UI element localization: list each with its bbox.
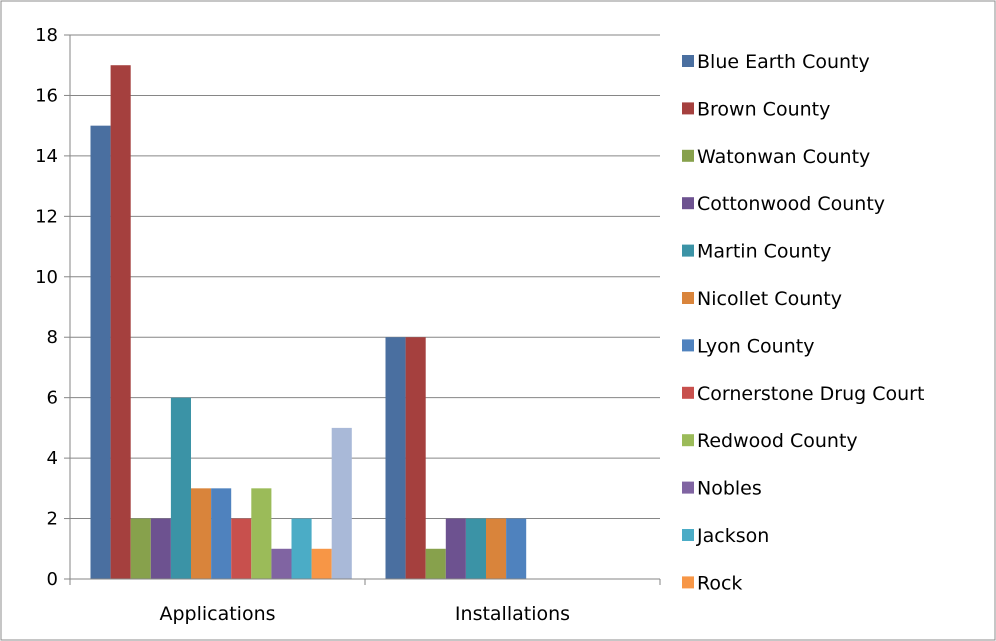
bar bbox=[251, 488, 272, 579]
legend-swatch bbox=[682, 481, 694, 494]
y-tick-label: 4 bbox=[47, 448, 58, 469]
legend-swatch bbox=[682, 55, 694, 67]
y-tick-label: 0 bbox=[47, 569, 58, 590]
legend-label: Cornerstone Drug Court bbox=[697, 383, 924, 405]
bar bbox=[211, 488, 232, 579]
x-tick-label: Installations bbox=[455, 603, 570, 625]
legend-swatch bbox=[682, 197, 694, 210]
legend-swatch bbox=[682, 244, 694, 257]
bar bbox=[231, 518, 252, 579]
bar bbox=[130, 518, 151, 579]
legend: Blue Earth County Brown County Watonwan Co… bbox=[682, 51, 924, 594]
legend-swatch bbox=[682, 529, 694, 541]
bar bbox=[331, 427, 352, 579]
y-tick-label: 16 bbox=[35, 85, 58, 106]
y-tick-label: 10 bbox=[35, 267, 58, 288]
legend-swatch bbox=[682, 149, 694, 162]
legend-label: Nicollet County bbox=[697, 288, 842, 310]
legend-swatch bbox=[682, 386, 694, 399]
y-tick-label: 12 bbox=[35, 206, 58, 227]
legend-label: Blue Earth County bbox=[697, 51, 870, 73]
y-tick-label: 14 bbox=[35, 146, 58, 167]
legend-label: Redwood County bbox=[697, 430, 858, 452]
y-tick-label: 18 bbox=[35, 25, 58, 46]
bar bbox=[385, 337, 406, 579]
y-tick-label: 2 bbox=[47, 509, 58, 530]
y-tick-label: 6 bbox=[47, 388, 58, 409]
bar bbox=[110, 65, 131, 579]
bar bbox=[506, 518, 527, 579]
bar bbox=[405, 337, 426, 579]
bar bbox=[271, 548, 292, 579]
x-tick-label: Applications bbox=[159, 603, 275, 625]
legend-swatch bbox=[682, 292, 694, 304]
legend-label: Cottonwood County bbox=[697, 193, 885, 215]
legend-label: Martin County bbox=[697, 241, 831, 263]
bar bbox=[90, 125, 111, 580]
legend-label: Jackson bbox=[696, 525, 769, 547]
axes bbox=[64, 34, 661, 585]
legend-label: Rock bbox=[697, 572, 742, 594]
bar bbox=[191, 488, 212, 579]
bar bbox=[465, 518, 486, 579]
legend-label: Brown County bbox=[697, 98, 830, 120]
x-tick-labels: Applications Installations bbox=[159, 603, 570, 625]
bar bbox=[486, 518, 507, 579]
bar bbox=[445, 518, 466, 579]
bar bbox=[291, 518, 312, 579]
bar bbox=[311, 548, 332, 579]
legend-swatch bbox=[682, 434, 694, 447]
legend-swatch bbox=[682, 339, 694, 352]
bar bbox=[425, 548, 446, 579]
legend-label: Lyon County bbox=[697, 335, 814, 357]
legend-label: Watonwan County bbox=[697, 146, 870, 168]
y-tick-labels: 0 2 4 6 8 10 12 14 16 18 bbox=[35, 25, 58, 590]
legend-swatch bbox=[682, 576, 694, 589]
bar bbox=[150, 518, 171, 579]
legend-label: Nobles bbox=[697, 478, 762, 500]
y-tick-label: 8 bbox=[47, 327, 58, 348]
bars bbox=[90, 65, 527, 580]
legend-swatch bbox=[682, 102, 694, 115]
bar bbox=[170, 397, 191, 579]
